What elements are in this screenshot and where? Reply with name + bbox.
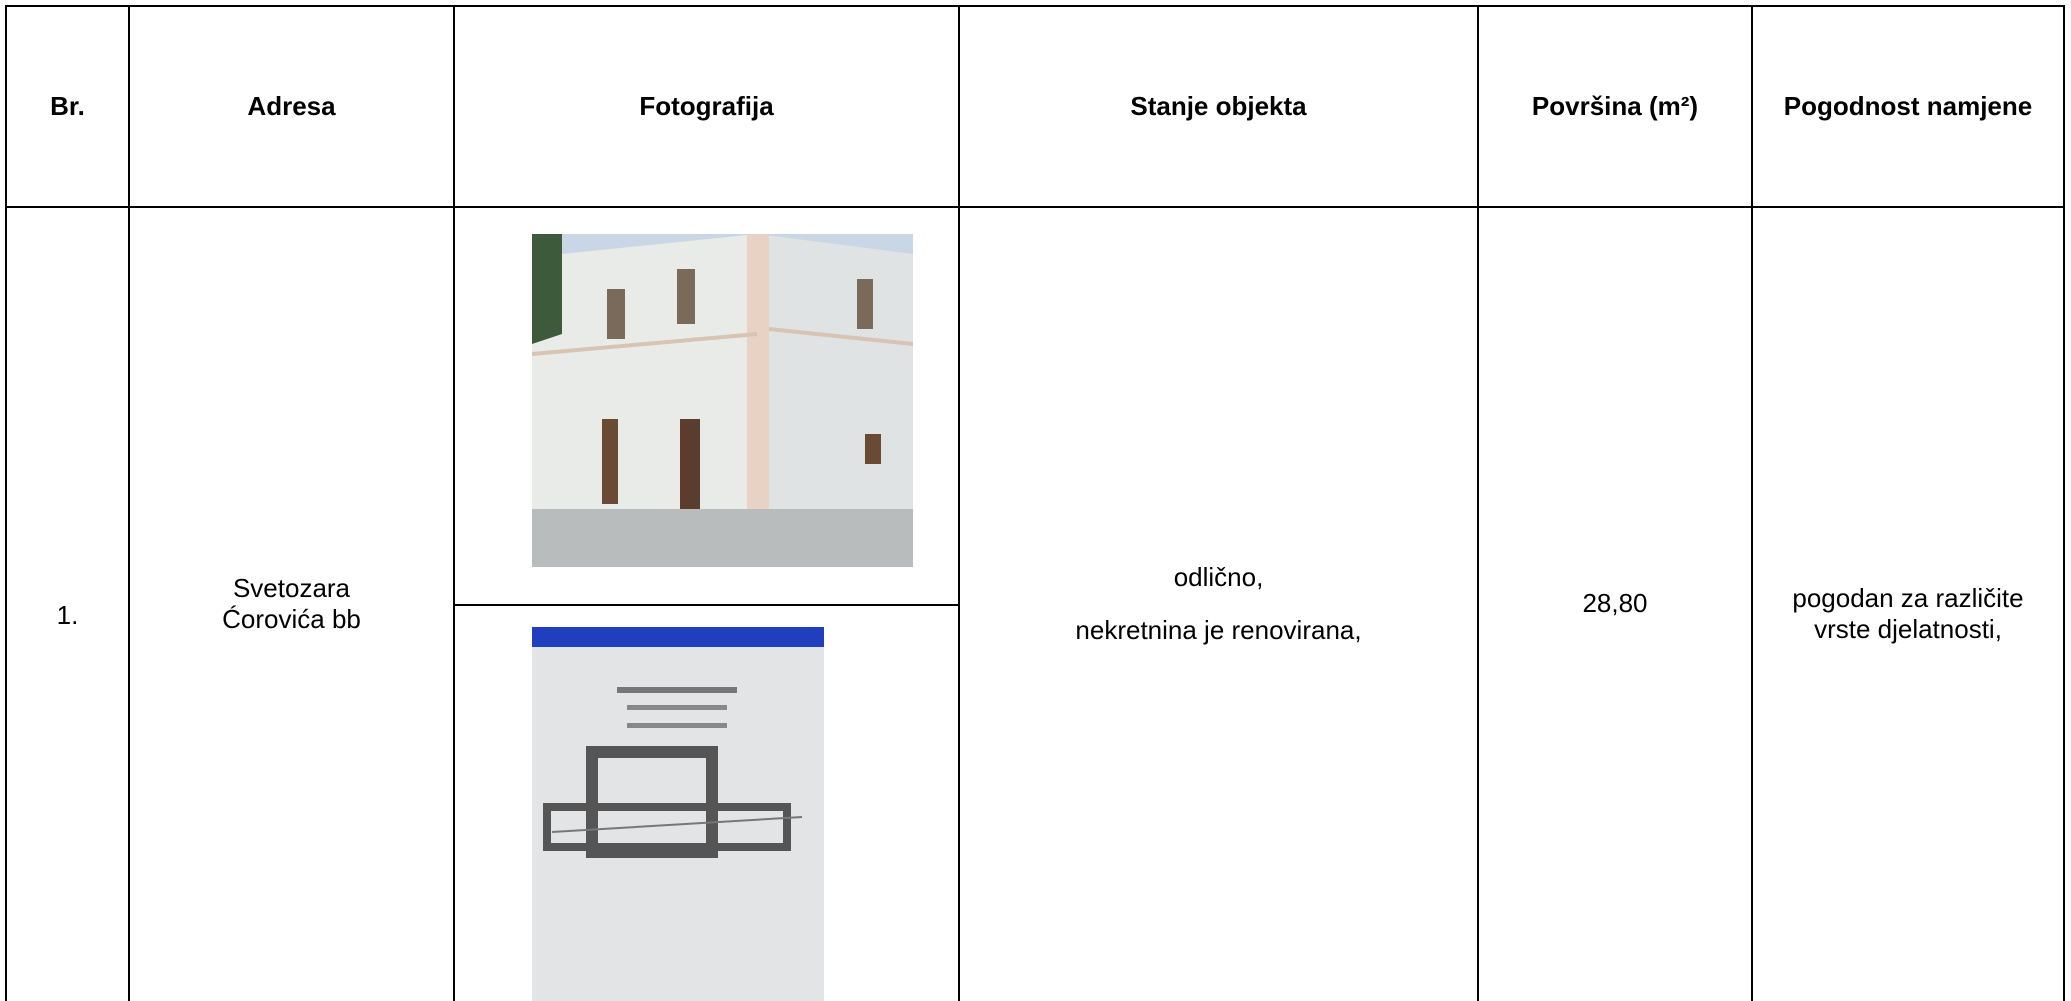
header-cell: Površina (m²)	[1531, 90, 1699, 121]
border	[128, 5, 130, 1001]
border	[453, 604, 958, 606]
header-cell: Adresa	[247, 90, 336, 121]
border	[5, 206, 2065, 208]
row-number: 1.	[56, 600, 79, 631]
area: 28,80	[1582, 588, 1648, 619]
border	[453, 5, 455, 1001]
border	[2063, 5, 2065, 1001]
header-cell: Stanje objekta	[1130, 90, 1307, 121]
condition-line: odlično,	[1173, 561, 1264, 592]
address-cell: Svetozara Ćorovića bb	[130, 207, 453, 1001]
building-photo	[532, 234, 913, 567]
suitability-cell: pogodan za različite vrste djelatnosti,	[1753, 207, 2063, 1001]
condition-line: nekretnina je renovirana,	[1075, 615, 1362, 645]
condition-cell: odlično, nekretnina je renovirana,	[960, 207, 1477, 1001]
border	[5, 5, 2065, 7]
border	[5, 5, 7, 1001]
address: Svetozara Ćorovića bb	[222, 572, 361, 634]
suitability: pogodan za različite vrste djelatnosti,	[1792, 582, 2024, 644]
header-cell: Br.	[50, 90, 85, 121]
header-cell: Fotografija	[639, 90, 774, 121]
header-cell: Pogodnost namjene	[1783, 90, 2033, 121]
border	[958, 5, 960, 1001]
floor-plan-photo	[532, 627, 824, 1001]
border	[1477, 5, 1479, 1001]
border	[1751, 5, 1753, 1001]
